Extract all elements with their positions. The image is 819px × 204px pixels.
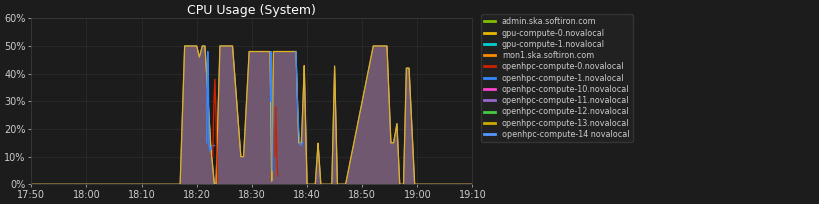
Title: CPU Usage (System): CPU Usage (System) — [188, 4, 316, 17]
Legend: admin.ska.softiron.com, gpu-compute-0.novalocal, gpu-compute-1.novalocal, mon1.s: admin.ska.softiron.com, gpu-compute-0.no… — [481, 14, 633, 142]
